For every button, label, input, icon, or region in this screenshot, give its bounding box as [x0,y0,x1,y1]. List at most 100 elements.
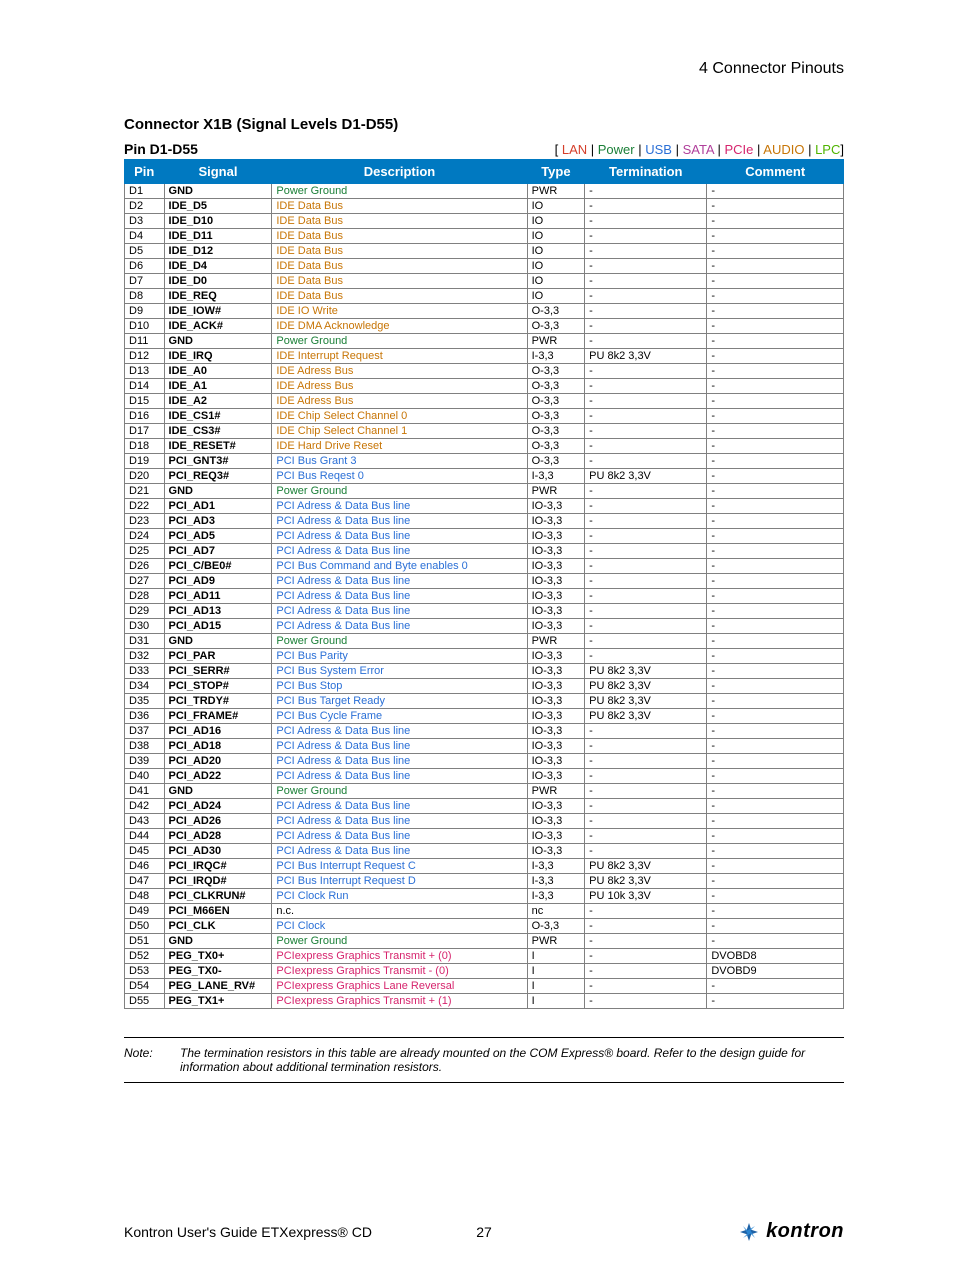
cell-termination: PU 8k2 3,3V [585,349,707,364]
cell-pin: D34 [125,679,165,694]
cell-signal: PCI_AD3 [164,514,272,529]
cell-signal: PCI_TRDY# [164,694,272,709]
cell-comment: - [707,424,844,439]
cell-signal: GND [164,184,272,199]
cell-pin: D39 [125,754,165,769]
legend-item: SATA [683,142,714,157]
cell-signal: IDE_D5 [164,199,272,214]
cell-termination: - [585,244,707,259]
cell-type: IO-3,3 [527,514,585,529]
cell-description: IDE Data Bus [272,229,527,244]
col-signal: Signal [164,160,272,184]
table-row: D9IDE_IOW#IDE IO WriteO-3,3-- [125,304,844,319]
cell-signal: PCI_AD7 [164,544,272,559]
cell-type: O-3,3 [527,364,585,379]
cell-description: PCI Bus Reqest 0 [272,469,527,484]
cell-type: IO-3,3 [527,679,585,694]
cell-comment: - [707,379,844,394]
col-description: Description [272,160,527,184]
cell-description: PCIexpress Graphics Transmit + (0) [272,949,527,964]
cell-type: O-3,3 [527,424,585,439]
cell-pin: D17 [125,424,165,439]
cell-pin: D38 [125,739,165,754]
cell-pin: D20 [125,469,165,484]
cell-comment: - [707,574,844,589]
cell-comment: - [707,709,844,724]
cell-type: IO-3,3 [527,844,585,859]
cell-comment: - [707,544,844,559]
cell-type: IO-3,3 [527,829,585,844]
cell-type: IO-3,3 [527,724,585,739]
cell-type: PWR [527,634,585,649]
table-row: D53PEG_TX0-PCIexpress Graphics Transmit … [125,964,844,979]
cell-description: IDE Data Bus [272,274,527,289]
kontron-logo-icon [738,1221,760,1243]
cell-description: PCI Adress & Data Bus line [272,799,527,814]
cell-description: PCI Adress & Data Bus line [272,739,527,754]
cell-pin: D35 [125,694,165,709]
cell-signal: PCI_AD22 [164,769,272,784]
cell-description: PCI Adress & Data Bus line [272,724,527,739]
cell-type: I-3,3 [527,469,585,484]
cell-termination: PU 10k 3,3V [585,889,707,904]
table-row: D42PCI_AD24PCI Adress & Data Bus lineIO-… [125,799,844,814]
table-row: D38PCI_AD18PCI Adress & Data Bus lineIO-… [125,739,844,754]
cell-signal: IDE_D10 [164,214,272,229]
cell-description: PCI Clock [272,919,527,934]
cell-comment: - [707,859,844,874]
cell-pin: D32 [125,649,165,664]
cell-signal: PEG_TX1+ [164,994,272,1009]
cell-termination: - [585,214,707,229]
kontron-logo: kontron [738,1220,844,1243]
cell-termination: - [585,544,707,559]
table-row: D28PCI_AD11PCI Adress & Data Bus lineIO-… [125,589,844,604]
cell-description: Power Ground [272,784,527,799]
cell-type: I-3,3 [527,874,585,889]
cell-pin: D54 [125,979,165,994]
table-row: D48PCI_CLKRUN#PCI Clock RunI-3,3PU 10k 3… [125,889,844,904]
cell-termination: PU 8k2 3,3V [585,874,707,889]
cell-type: I [527,964,585,979]
cell-termination: - [585,799,707,814]
cell-pin: D18 [125,439,165,454]
cell-termination: PU 8k2 3,3V [585,859,707,874]
cell-pin: D10 [125,319,165,334]
cell-description: PCI Adress & Data Bus line [272,619,527,634]
table-row: D36PCI_FRAME#PCI Bus Cycle FrameIO-3,3PU… [125,709,844,724]
col-type: Type [527,160,585,184]
cell-comment: - [707,664,844,679]
cell-pin: D27 [125,574,165,589]
legend-separator: | [587,142,598,157]
cell-pin: D16 [125,409,165,424]
cell-termination: - [585,964,707,979]
pinout-table: Pin Signal Description Type Termination … [124,159,844,1009]
cell-signal: PEG_TX0+ [164,949,272,964]
cell-signal: PCI_FRAME# [164,709,272,724]
cell-pin: D7 [125,274,165,289]
cell-pin: D11 [125,334,165,349]
cell-termination: - [585,379,707,394]
table-row: D23PCI_AD3PCI Adress & Data Bus lineIO-3… [125,514,844,529]
cell-type: O-3,3 [527,409,585,424]
cell-type: IO [527,289,585,304]
cell-signal: GND [164,634,272,649]
table-row: D27PCI_AD9PCI Adress & Data Bus lineIO-3… [125,574,844,589]
legend-separator: | [753,142,763,157]
cell-signal: PCI_AD9 [164,574,272,589]
cell-signal: PCI_REQ3# [164,469,272,484]
cell-type: PWR [527,934,585,949]
legend-bracket-open: [ [555,142,562,157]
cell-comment: - [707,589,844,604]
note-label: Note: [124,1046,180,1074]
cell-comment: DVOBD8 [707,949,844,964]
cell-signal: PCI_CLKRUN# [164,889,272,904]
table-row: D2IDE_D5IDE Data BusIO-- [125,199,844,214]
cell-description: PCI Bus Grant 3 [272,454,527,469]
table-row: D52PEG_TX0+PCIexpress Graphics Transmit … [125,949,844,964]
cell-comment: - [707,784,844,799]
cell-description: PCI Bus Command and Byte enables 0 [272,559,527,574]
cell-comment: - [707,319,844,334]
cell-termination: - [585,484,707,499]
table-row: D8IDE_REQIDE Data BusIO-- [125,289,844,304]
cell-signal: IDE_D4 [164,259,272,274]
